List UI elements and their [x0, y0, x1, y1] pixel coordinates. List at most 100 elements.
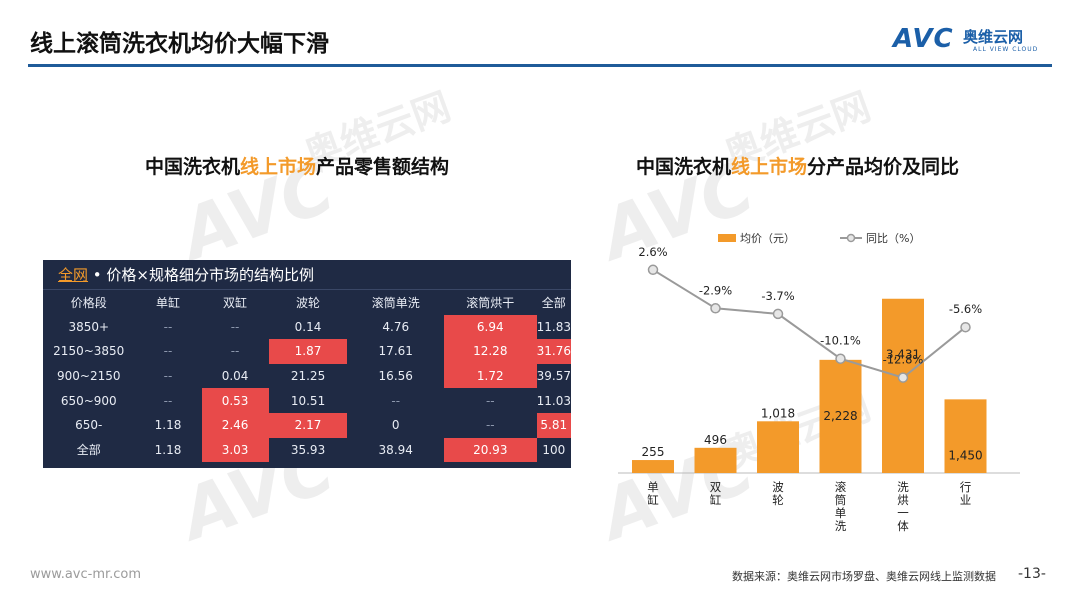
share-cell: 17.61: [378, 344, 413, 359]
title-part: 分产品均价及同比: [807, 156, 960, 178]
share-cell: --: [485, 393, 495, 408]
bar-1: [694, 447, 737, 473]
title-part: 中国洗衣机: [145, 156, 241, 178]
column-header: 滚筒单洗: [371, 295, 420, 310]
yoy-label: 2.6%: [638, 245, 667, 259]
legend-line-marker: [846, 233, 856, 243]
share-cell: 0: [391, 418, 400, 433]
share-cell: 16.56: [378, 369, 413, 384]
yoy-label: -10.1%: [820, 334, 861, 348]
scope-link[interactable]: 全网: [58, 266, 89, 284]
share-cell: --: [163, 393, 173, 408]
price-range-cell: 650~900: [60, 393, 117, 408]
category-label: 洗: [897, 480, 909, 494]
left-panel-title: 中国洗衣机线上市场产品零售额结构: [145, 152, 449, 179]
avc-logo: AVC 奥维云网 ALL VIEW CLOUD: [893, 24, 1058, 60]
price-range-cell: 3850+: [68, 319, 110, 334]
price-range-cell: 900~2150: [57, 369, 121, 384]
yoy-label: -5.6%: [949, 302, 982, 316]
yoy-point: [710, 303, 721, 314]
title-part: 中国洗衣机: [636, 156, 732, 178]
category-label: 行: [960, 480, 972, 494]
share-cell: 5.81: [536, 412, 571, 438]
share-cell: 38.94: [378, 442, 413, 457]
yoy-point: [647, 264, 659, 276]
bar-4: [882, 298, 924, 473]
share-cell: 6.94: [443, 314, 537, 340]
bar-value-label: 1,450: [948, 448, 982, 462]
category-label: 波: [772, 480, 784, 494]
share-cell: 1.18: [154, 418, 182, 433]
share-cell: 31.76: [536, 339, 571, 364]
category-label: 双: [710, 480, 722, 494]
table-header-text: • 价格×规格细分市场的结构比例: [88, 266, 314, 284]
category-label: 缸: [710, 493, 722, 507]
share-cell: 20.93: [443, 437, 537, 463]
category-label: 单: [835, 506, 847, 520]
table-row: 650~900 -- 0.53 10.51 -- -- 11.03: [43, 388, 571, 413]
table-row: 3850+ -- -- 0.14 4.76 6.94 11.83: [43, 314, 571, 340]
share-cell: 1.18: [154, 442, 182, 457]
title-part: 产品零售额结构: [316, 156, 450, 178]
share-cell: 2.46: [201, 412, 269, 438]
share-cell: 0.53: [201, 388, 269, 413]
footer-url[interactable]: www.avc-mr.com: [30, 567, 142, 582]
share-cell: --: [163, 319, 173, 334]
share-cell: --: [163, 369, 173, 384]
bar-2: [757, 421, 799, 473]
category-label: 体: [897, 519, 909, 533]
share-cell: 3.03: [201, 437, 269, 463]
table-row: 全部 1.18 3.03 35.93 38.94 20.93 100: [43, 437, 571, 463]
share-cell: --: [230, 344, 240, 359]
column-header: 双缸: [223, 295, 248, 310]
bar-value-label: 255: [642, 445, 665, 459]
category-label: 筒: [835, 493, 847, 507]
share-cell: 1.72: [443, 363, 537, 389]
title-highlight: 线上市场: [731, 156, 808, 178]
column-header: 波轮: [296, 295, 321, 310]
yoy-point: [960, 321, 971, 333]
structure-table-panel: 全网 • 价格×规格细分市场的结构比例 价格段 单缸 双缸 波轮 滚筒单洗 滚筒…: [43, 260, 571, 468]
yoy-label: -12.8%: [883, 353, 924, 367]
share-cell: 11.03: [536, 393, 571, 408]
share-cell: 4.76: [382, 319, 410, 334]
column-header: 单缸: [156, 295, 181, 310]
yoy-label: -3.7%: [761, 289, 794, 303]
category-label: 单: [647, 480, 659, 494]
column-header: 滚筒烘干: [466, 295, 515, 310]
category-label: 一: [897, 506, 909, 520]
share-cell: --: [391, 393, 401, 408]
logo-cn-text: 奥维云网: [963, 28, 1024, 46]
category-label: 洗: [835, 519, 847, 533]
bar-0: [632, 460, 674, 473]
right-panel-title: 中国洗衣机线上市场分产品均价及同比: [636, 152, 959, 179]
legend-bar-label: 均价（元）: [740, 232, 795, 245]
yoy-line: [652, 268, 967, 379]
category-label: 轮: [772, 493, 784, 507]
column-header: 价格段: [70, 295, 107, 310]
table-header: 全网 • 价格×规格细分市场的结构比例: [43, 260, 571, 290]
share-cell: 21.25: [290, 369, 326, 384]
title-divider: [28, 64, 1052, 67]
bar-value-label: 1,018: [761, 406, 795, 420]
share-cell: 11.83: [536, 319, 571, 334]
yoy-label: -2.9%: [699, 283, 732, 297]
share-cell: 12.28: [443, 339, 537, 364]
logo-en-text: ALL VIEW CLOUD: [973, 46, 1039, 53]
share-cell: --: [230, 319, 240, 334]
price-range-cell: 650-: [75, 418, 103, 433]
price-range-cell: 全部: [76, 443, 101, 458]
bar-value-label: 2,228: [823, 409, 857, 423]
category-label: 滚: [835, 480, 847, 494]
share-cell: 0.04: [221, 369, 249, 384]
price-yoy-chart: 均价（元） 同比（%）255单缸496双缸1,018波轮2,228滚筒单洗3,43…: [618, 232, 1020, 533]
table-header-row: 价格段 单缸 双缸 波轮 滚筒单洗 滚筒烘干 全部: [43, 290, 571, 315]
legend-line-label: 同比（%）: [866, 232, 920, 245]
yoy-point: [772, 308, 784, 320]
structure-table: 价格段 单缸 双缸 波轮 滚筒单洗 滚筒烘干 全部 3850+ -- -- 0.14 4…: [43, 290, 571, 463]
table-row: 650- 1.18 2.46 2.17 0 -- 5.81: [43, 412, 571, 438]
data-source-note: 数据来源：奥维云网市场罗盘、奥维云网线上监测数据: [732, 570, 996, 583]
bar-3: [819, 359, 862, 473]
bar-value-label: 3,431: [886, 348, 920, 362]
share-cell: 35.93: [290, 442, 326, 457]
